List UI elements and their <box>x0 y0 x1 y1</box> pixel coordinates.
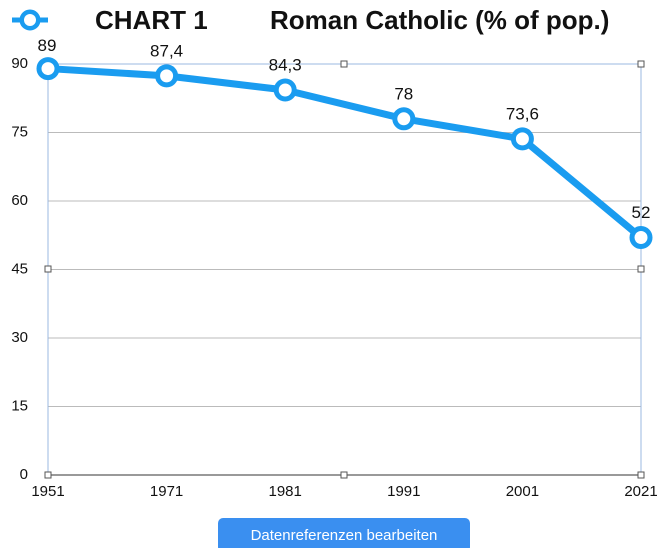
value-label: 78 <box>394 84 413 103</box>
x-tick-label: 2021 <box>624 483 657 500</box>
value-label: 84,3 <box>269 56 302 75</box>
selection-handle <box>340 471 348 479</box>
point-marker <box>392 107 416 131</box>
selection-handle <box>340 60 348 68</box>
chart-title: Roman Catholic (% of pop.) <box>270 5 609 35</box>
point-marker <box>273 78 297 102</box>
point-marker <box>36 57 60 81</box>
x-tick-label: 1991 <box>387 483 420 500</box>
y-tick-label: 30 <box>11 329 28 346</box>
x-tick-label: 1981 <box>269 483 302 500</box>
y-tick-label: 15 <box>11 397 28 414</box>
point-marker <box>629 226 653 250</box>
x-tick-label: 1951 <box>31 483 64 500</box>
edit-data-button[interactable]: Datenreferenzen bearbeiten <box>218 518 470 548</box>
series-line <box>47 65 644 241</box>
legend-label: CHART 1 <box>95 5 208 35</box>
y-tick-label: 75 <box>11 123 28 140</box>
y-tick-label: 90 <box>11 55 28 72</box>
button-label[interactable]: Datenreferenzen bearbeiten <box>251 527 438 544</box>
selection-handle <box>44 265 52 273</box>
x-tick-label: 2001 <box>506 483 539 500</box>
point-marker <box>155 64 179 88</box>
selection-handle <box>637 265 645 273</box>
point-marker <box>510 127 534 151</box>
y-tick-label: 60 <box>11 192 28 209</box>
value-label: 73,6 <box>506 104 539 123</box>
selection-handle <box>637 471 645 479</box>
button-bg[interactable] <box>218 518 470 548</box>
y-tick-label: 45 <box>11 260 28 277</box>
x-tick-label: 1971 <box>150 483 183 500</box>
value-label: 89 <box>38 36 57 55</box>
legend-marker-inner <box>24 14 36 26</box>
y-tick-label: 0 <box>20 466 28 483</box>
value-label: 87,4 <box>150 41 183 60</box>
selection-handle <box>44 471 52 479</box>
value-label: 52 <box>632 203 651 222</box>
selection-handle <box>637 60 645 68</box>
